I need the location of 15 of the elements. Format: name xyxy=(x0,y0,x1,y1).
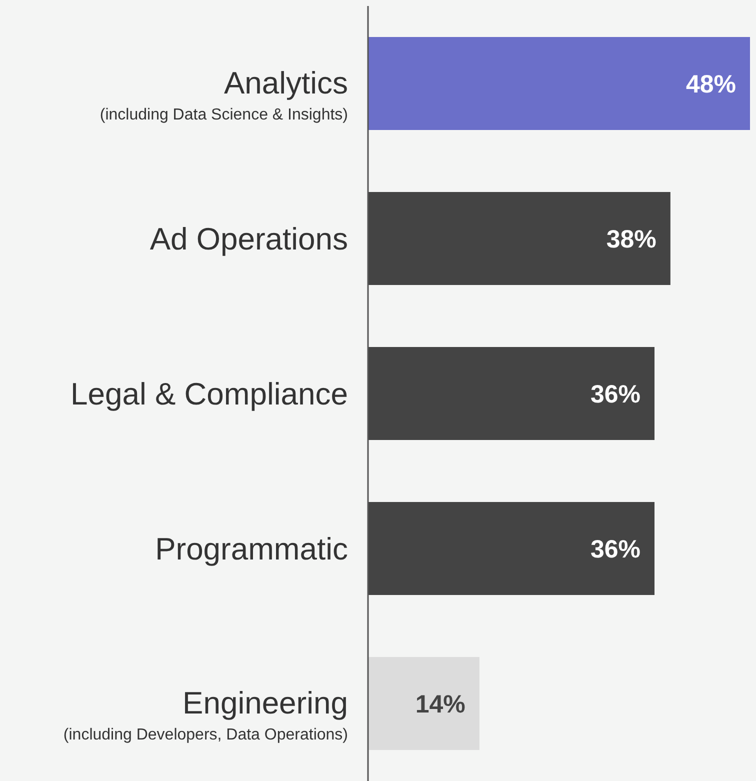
data-label: 14% xyxy=(415,690,466,718)
y-tick-label: Analytics (including Data Science & Insights) xyxy=(100,66,348,124)
bar xyxy=(368,657,480,750)
y-tick-label: Legal & Compliance xyxy=(70,376,348,412)
y-tick-label: Engineering (including Developers, Data Operations) xyxy=(63,686,348,744)
data-label: 36% xyxy=(590,380,640,408)
bar xyxy=(368,192,670,285)
bar xyxy=(368,37,750,130)
data-label: 36% xyxy=(590,536,640,564)
bar xyxy=(368,347,654,440)
data-label: 48% xyxy=(686,70,736,98)
data-label: 38% xyxy=(606,226,656,254)
y-tick-label: Programmatic xyxy=(155,532,348,566)
bar xyxy=(368,502,654,595)
y-tick-label: Ad Operations xyxy=(150,222,348,256)
